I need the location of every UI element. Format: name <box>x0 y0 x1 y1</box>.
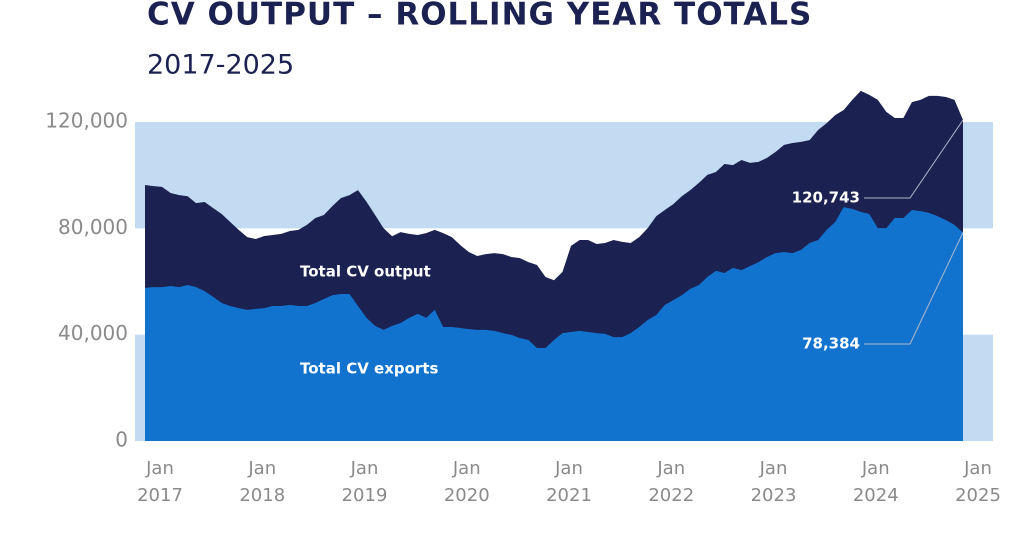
y-tick-label: 120,000 <box>45 109 128 133</box>
area-label: Total CV exports <box>300 360 438 378</box>
x-tick-label: Jan 2025 <box>955 458 1001 506</box>
area <box>145 207 963 441</box>
x-tick-label: Jan 2022 <box>648 458 695 506</box>
x-tick-label: Jan 2024 <box>852 458 899 506</box>
x-tick-label: Jan 2019 <box>341 458 388 506</box>
data-label: 78,384 <box>802 335 860 353</box>
data-label: 120,743 <box>792 189 860 207</box>
x-tick-label: Jan 2017 <box>137 458 183 506</box>
y-tick-label: 80,000 <box>58 215 128 239</box>
y-tick-label: 0 <box>115 428 128 452</box>
x-tick-label: Jan 2018 <box>239 458 286 506</box>
leader-line <box>864 232 964 345</box>
chart-title: CV OUTPUT – ROLLING YEAR TOTALS <box>147 0 812 33</box>
chart-subtitle: 2017-2025 <box>147 50 294 81</box>
x-tick-label: Jan 2020 <box>443 458 490 506</box>
x-tick-label: Jan 2021 <box>546 458 592 506</box>
area-label: Total CV output <box>300 263 431 281</box>
x-tick-label: Jan 2023 <box>750 458 797 506</box>
leader-line <box>864 119 964 199</box>
y-tick-label: 40,000 <box>58 321 128 345</box>
